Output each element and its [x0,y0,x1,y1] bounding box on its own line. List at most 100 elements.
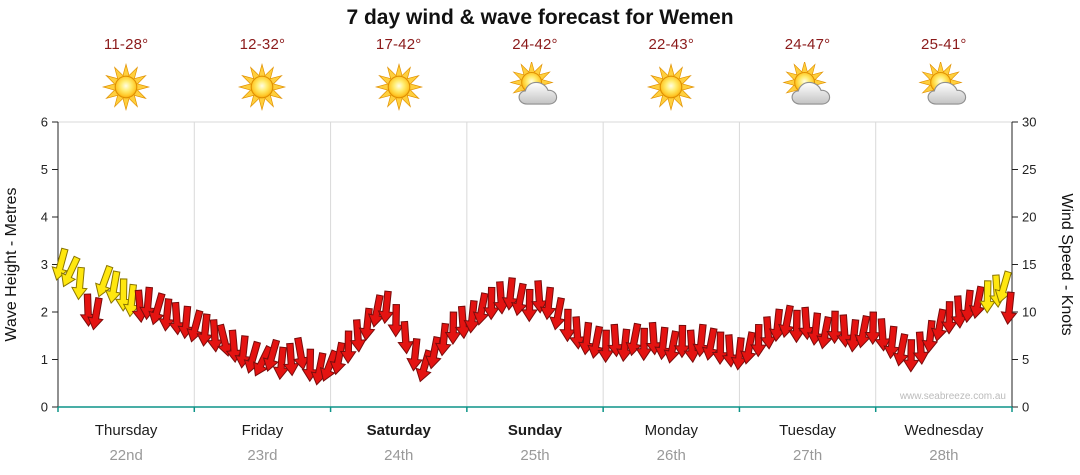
temp-range: 12-32° [239,36,286,53]
right-tick-label: 0 [1022,400,1029,415]
wind-arrow-shape [406,338,424,372]
wind-arrow [930,308,948,342]
right-axis-title: Wind Speed - Knots [1058,193,1075,335]
temp-range: 24-42° [512,36,558,53]
wind-arrow [663,330,681,364]
wind-arrow [902,339,920,373]
day-forecast: 24-42° [467,36,603,112]
wind-arrow-shape [750,323,767,358]
watermark: www.seabreeze.com.au [899,391,1006,402]
wind-arrow [51,247,69,281]
day-label: Wednesday [904,422,983,439]
wind-arrow-shape [262,338,281,372]
right-tick-label: 15 [1022,257,1036,272]
wind-arrow [510,282,528,317]
wind-arrow [778,304,795,339]
wind-arrow-shape [397,320,415,355]
day-label: Sunday [508,422,563,439]
left-tick-label: 5 [41,162,48,177]
date-label: 23rd [247,447,277,464]
right-tick-label: 20 [1022,210,1036,225]
wind-arrow [434,322,452,357]
wind-arrow [60,255,81,288]
day-forecast: 11-28° [58,36,194,112]
wind-arrow-shape [521,288,538,323]
day-label: Monday [645,422,699,439]
wind-arrow-shape [60,255,81,288]
left-tick-label: 4 [41,210,48,225]
wind-arrow-shape [95,264,114,298]
wind-arrow-shape [319,349,339,382]
wind-arrow [87,297,104,331]
wind-arrow [472,292,490,326]
temp-range: 11-28° [103,36,149,53]
date-label: 25th [520,447,549,464]
date-label: 24th [384,447,413,464]
right-tick-label: 30 [1022,115,1036,130]
day-label: Friday [242,422,284,439]
wind-arrow-shape [51,247,69,281]
wind-arrow-shape [71,266,88,301]
wind-arrow [71,266,88,301]
wind-arrow [739,331,757,365]
wind-arrow-shape [739,331,757,365]
date-label: 26th [657,447,686,464]
wind-arrow-shape [349,319,367,353]
wind-arrow [262,338,281,372]
right-tick-label: 10 [1022,305,1036,320]
wind-arrow-shape [1000,291,1018,326]
forecast-header: 11-28° 12-32° 17-42° 24-42° 22-43° 24-47… [58,36,1012,112]
day-label: Thursday [95,422,158,439]
left-tick-label: 0 [41,400,48,415]
left-tick-label: 6 [41,115,48,130]
temp-range: 24-47° [784,36,831,53]
date-label: 28th [929,447,958,464]
left-tick-label: 3 [41,257,48,272]
wind-arrow-shape [968,285,986,320]
wind-arrow [549,296,566,331]
wind-arrow [148,292,166,326]
wind-arrow-shape [539,286,557,321]
wind-arrow [968,285,986,320]
wind-arrow [539,286,557,321]
wind-arrow [339,330,357,365]
day-forecast: 25-41° [876,36,1012,112]
wind-arrow [329,341,347,376]
temp-range: 25-41° [921,36,967,53]
wind-arrow-shape [148,292,166,326]
page-title: 7 day wind & wave forecast for Wemen [346,6,734,29]
left-tick-label: 1 [41,352,48,367]
wind-arrow-shape [663,330,681,364]
wind-arrow [397,320,415,355]
day-label: Saturday [367,422,432,439]
wind-arrow-shape [510,282,528,317]
wind-arrow [95,264,114,298]
wind-arrow [319,349,339,382]
wind-arrow [750,323,767,358]
wind-arrow-shape [87,297,104,331]
wind-arrow [521,288,538,323]
day-forecast: 24-47° [739,36,875,112]
wind-arrow-shape [930,308,948,342]
day-forecast: 12-32° [194,36,330,112]
left-tick-label: 2 [41,305,48,320]
wind-arrow-shape [902,339,920,373]
wind-arrow-shape [329,341,347,376]
date-label: 27th [793,447,822,464]
day-forecast: 17-42° [331,36,467,112]
temp-range: 22-43° [648,36,695,53]
day-forecast: 22-43° [603,36,739,112]
wind-arrow-shape [549,296,566,331]
wind-arrow [406,338,424,372]
wind-arrow [1000,291,1018,326]
date-label: 22nd [109,447,142,464]
temp-range: 17-42° [375,36,422,53]
right-tick-label: 5 [1022,352,1029,367]
right-tick-label: 25 [1022,162,1036,177]
wind-arrow [349,319,367,353]
wind-arrow-shape [472,292,490,326]
wind-arrow-shape [339,330,357,365]
day-label: Tuesday [779,422,836,439]
